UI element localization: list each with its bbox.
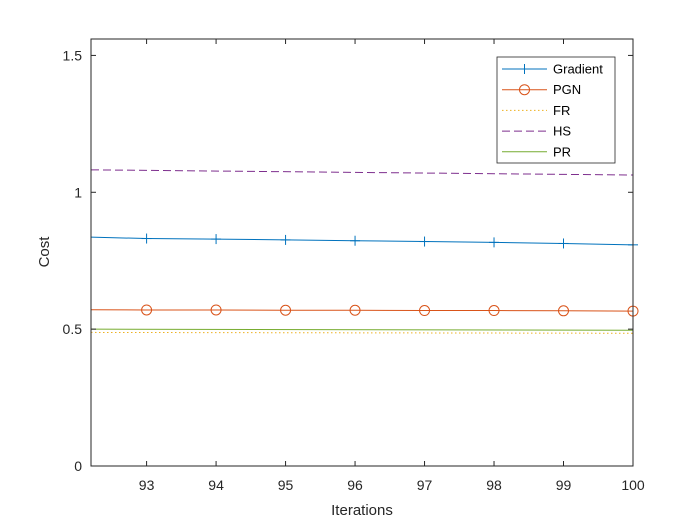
ticks-layer: 93 94 95 96 97 98 99 100 0 0.5 1 1.5 xyxy=(63,39,645,493)
data-point-gradient xyxy=(141,233,152,244)
y-tick-label: 1 xyxy=(74,184,82,200)
x-tick-label: 98 xyxy=(486,477,502,493)
data-point-gradient xyxy=(489,237,500,248)
legend-box xyxy=(496,56,616,164)
legend-label-hs: HS xyxy=(553,124,571,139)
series-line-pr xyxy=(90,328,634,331)
data-point-pgn xyxy=(488,305,500,317)
x-tick-label: 96 xyxy=(347,477,363,493)
data-point-gradient xyxy=(419,236,430,247)
legend-label-pr: PR xyxy=(553,144,571,159)
y-tick-label: 0.5 xyxy=(63,321,83,337)
data-point-pgn xyxy=(419,305,431,317)
data-point-gradient xyxy=(211,234,222,245)
series-line-hs xyxy=(90,169,634,176)
x-tick-label: 94 xyxy=(208,477,224,493)
legend-label-fr: FR xyxy=(553,103,570,118)
data-point-gradient xyxy=(558,238,569,249)
legend-label-pgn: PGN xyxy=(553,82,581,97)
x-tick-label: 93 xyxy=(139,477,155,493)
data-point-pgn xyxy=(558,305,570,317)
x-axis-label: Iterations xyxy=(331,502,393,519)
legend-marker-gradient xyxy=(519,64,530,74)
data-point-pgn xyxy=(141,304,153,316)
y-tick-label: 0 xyxy=(74,458,82,474)
y-tick-label: 1.5 xyxy=(63,47,83,63)
y-axis-label: Cost xyxy=(36,236,53,268)
data-point-pgn xyxy=(210,304,222,316)
legend-marker-pgn xyxy=(519,84,530,96)
data-point-pgn xyxy=(280,304,292,316)
x-tick-label: 95 xyxy=(278,477,294,493)
series-layer xyxy=(90,169,639,334)
legend: Gradient PGN FR HS PR xyxy=(496,56,616,164)
data-point-pgn xyxy=(349,304,361,316)
data-point-gradient xyxy=(280,234,291,245)
x-tick-label: 97 xyxy=(417,477,433,493)
legend-label-gradient: Gradient xyxy=(553,62,603,77)
plot-frame xyxy=(90,38,634,467)
x-tick-label: 100 xyxy=(621,477,645,493)
x-tick-label: 99 xyxy=(556,477,572,493)
data-point-gradient xyxy=(350,235,361,246)
series-line-pgn xyxy=(90,309,634,312)
